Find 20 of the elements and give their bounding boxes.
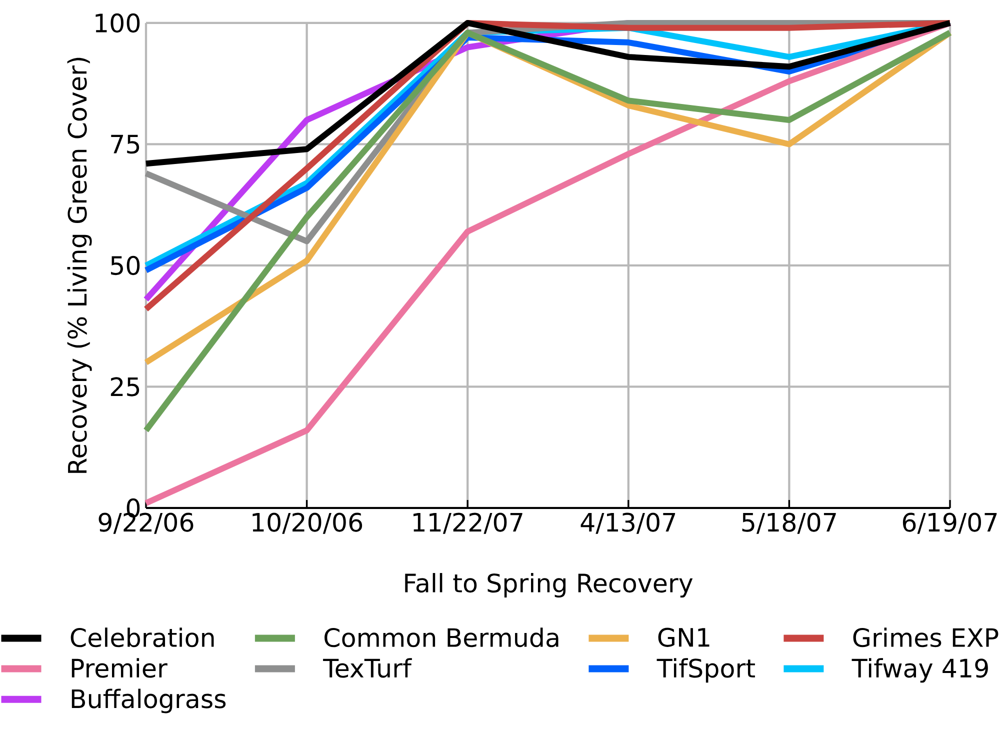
legend-label: Tifway 419	[852, 658, 988, 683]
x-tick-label: 11/22/07	[413, 512, 522, 534]
y-tick-label: 100	[96, 13, 140, 33]
y-tick-label: 50	[111, 256, 140, 276]
legend-label: Common Bermuda	[324, 628, 558, 648]
y-tick-label: 75	[111, 134, 140, 154]
x-tick-label: 4/13/07	[580, 512, 676, 534]
legend-label: Premier	[72, 658, 168, 678]
legend-label: Celebration	[70, 628, 214, 648]
y-tick-label: 25	[110, 377, 140, 396]
x-axis-title: Fall to Spring Recovery	[405, 573, 693, 598]
y-axis-title: Recovery (% Living Green Cover)	[67, 58, 92, 473]
legend-label: TexTurf	[323, 658, 412, 678]
x-tick-label: 5/18/07	[742, 512, 836, 534]
x-tick-label: 10/20/06	[252, 512, 362, 534]
legend-label: GN1	[658, 628, 710, 647]
legend-label: Buffalograss	[72, 688, 226, 714]
x-tick-label: 6/19/07	[902, 512, 997, 534]
legend-label: Grimes EXP	[853, 628, 998, 648]
legend-label: TifSport	[656, 658, 755, 683]
